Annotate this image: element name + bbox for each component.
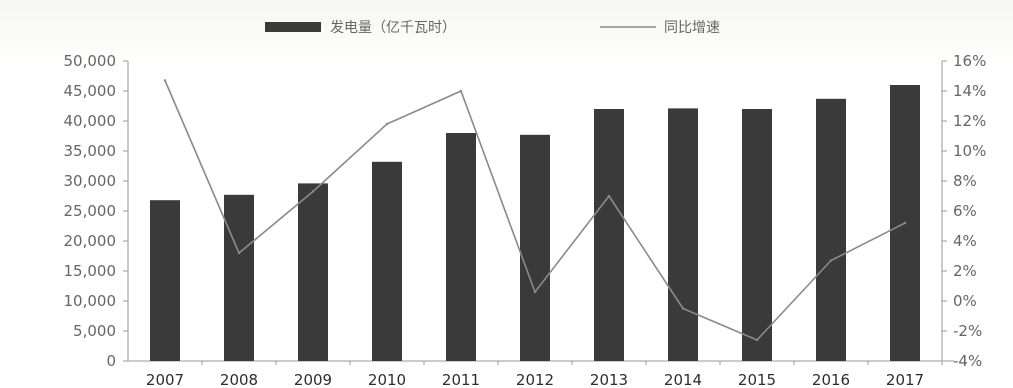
x-tick-label: 2013 — [590, 371, 628, 388]
bar-2012 — [520, 134, 550, 361]
y-right-tick-label: 8% — [953, 172, 977, 190]
line-point-2010 — [385, 122, 389, 126]
y-left-tick-label: 15,000 — [64, 262, 117, 280]
bar-2016 — [816, 98, 846, 362]
y-right-tick-label: -2% — [953, 322, 982, 340]
bar-2008 — [224, 194, 254, 361]
x-tick-label: 2015 — [738, 371, 776, 388]
y-left-tick-label: 40,000 — [64, 112, 117, 130]
bar-2013 — [594, 109, 624, 361]
line-point-2009 — [311, 190, 315, 193]
x-tick-label: 2009 — [294, 371, 332, 388]
x-tick-label: 2007 — [146, 371, 184, 388]
legend-line-label: 同比增速 — [664, 20, 720, 36]
legend: 发电量（亿千瓦时） 同比增速 — [265, 20, 720, 36]
y-left-tick-label: 25,000 — [64, 202, 117, 220]
bar-2010 — [372, 161, 402, 361]
bar-2009 — [298, 183, 328, 361]
line-point-2011 — [459, 89, 463, 93]
bar-2007 — [150, 200, 180, 361]
y-left-tick-label: 50,000 — [64, 52, 117, 70]
y-left-tick-label: 30,000 — [64, 172, 117, 190]
labels-group: 50,000 45,000 40,000 35,000 30,000 25,000 20,0… — [64, 52, 987, 388]
line-point-2007 — [163, 79, 167, 82]
y-left-tick-label: 35,000 — [64, 142, 117, 160]
x-tick-label: 2008 — [220, 371, 258, 388]
y-left-tick-label: 5,000 — [73, 322, 116, 340]
bars-group — [150, 85, 920, 362]
y-left-tick-label: 0 — [106, 352, 116, 370]
bar-2014 — [668, 108, 698, 362]
x-tick-label: 2016 — [812, 371, 850, 388]
y-right-tick-label: 0% — [953, 292, 977, 310]
x-tick-label: 2014 — [664, 371, 702, 388]
y-left-tick-label: 10,000 — [64, 292, 117, 310]
y-right-tick-label: 10% — [953, 142, 986, 160]
line-point-2008 — [237, 251, 241, 255]
line-point-2014 — [681, 307, 685, 310]
line-point-2013 — [607, 194, 611, 198]
y-left-tick-label: 20,000 — [64, 232, 117, 250]
legend-bar-swatch — [265, 22, 321, 32]
legend-bar-label: 发电量（亿千瓦时） — [330, 20, 456, 36]
bar-2015 — [742, 109, 772, 361]
x-tick-label: 2017 — [886, 371, 924, 388]
y-right-tick-label: 12% — [953, 112, 986, 130]
y-right-tick-label: 4% — [953, 232, 977, 250]
x-tick-label: 2010 — [368, 371, 406, 388]
line-point-2015 — [755, 338, 759, 342]
x-tick-label: 2012 — [516, 371, 554, 388]
line-group — [163, 79, 907, 342]
x-tick-label: 2011 — [442, 371, 480, 388]
line-point-2016 — [829, 259, 833, 262]
line-point-2017 — [903, 221, 907, 225]
y-left-tick-label: 45,000 — [64, 82, 117, 100]
y-right-tick-label: 2% — [953, 262, 977, 280]
y-right-tick-label: -4% — [953, 352, 982, 370]
y-right-tick-label: 14% — [953, 82, 986, 100]
line-point-2012 — [533, 290, 537, 294]
y-right-tick-label: 16% — [953, 52, 986, 70]
bar-2011 — [446, 133, 476, 361]
y-right-tick-label: 6% — [953, 202, 977, 220]
